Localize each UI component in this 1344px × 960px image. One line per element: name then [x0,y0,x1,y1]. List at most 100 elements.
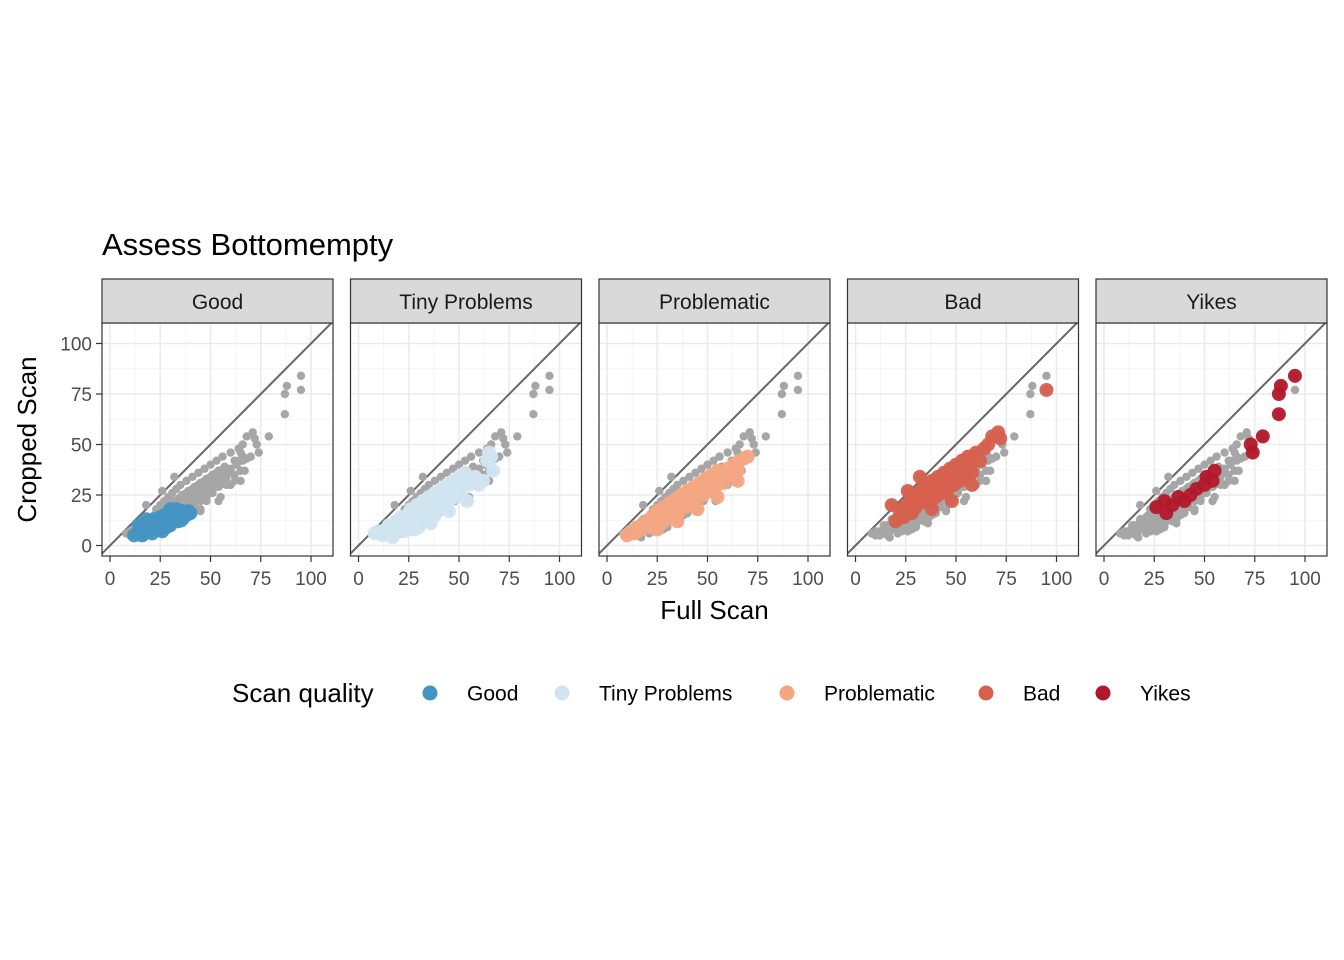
background-point [141,500,151,510]
x-tick-label: 50 [448,569,469,590]
background-point [230,456,239,465]
background-point [1224,476,1233,486]
background-point [1042,371,1051,381]
data-point [484,449,499,464]
facet-strip [101,278,334,324]
data-point [385,530,400,545]
background-point [1182,472,1191,482]
data-point [441,504,456,519]
legend-item-good: Good [422,683,518,706]
background-point [222,480,231,490]
legend-label: Problematic [824,683,935,706]
x-tick-label: 0 [105,569,116,590]
background-point [885,533,894,542]
background-point [531,381,540,391]
background-point [513,432,522,441]
background-point [1230,476,1239,486]
identity-line [1096,323,1327,555]
legend-item-tiny-problems: Tiny Problems [554,683,732,706]
facet-strip-label: Bad [944,291,981,314]
legend-swatch [554,685,570,701]
background-point [216,466,225,475]
data-point [1273,378,1288,393]
background-point [206,480,215,490]
facet-panel-tiny-problems: Tiny Problems 0 25 50 75 100 [349,278,583,590]
x-tick-label: 25 [895,569,916,590]
data-point [730,473,745,488]
background-point [503,448,512,457]
legend-title: Scan quality [232,678,374,708]
panel-contents [102,323,333,556]
background-point [1170,517,1179,526]
background-point [194,468,203,477]
background-point [390,500,399,510]
background-point [697,464,706,473]
background-point [679,476,688,486]
background-point [280,389,290,399]
data-point [740,449,755,464]
background-point [703,460,712,469]
background-point [264,432,273,441]
data-point [993,431,1008,446]
data-point [1271,407,1286,422]
legend-item-problematic: Problematic [779,683,935,706]
legend-swatch [422,685,438,701]
background-point [182,476,191,486]
facet-strip-label: Tiny Problems [399,291,532,314]
legend-label: Yikes [1140,683,1191,706]
facet-strip [349,278,583,324]
data-point [965,477,980,492]
panel-background [847,323,1079,556]
background-point [296,371,306,381]
background-point [1010,432,1019,441]
background-point [1232,440,1241,449]
chart-title: Assess Bottomempty [102,227,394,262]
background-point [1164,472,1173,482]
background-point [158,486,167,496]
facet-strip [846,278,1080,324]
panel-background [350,323,582,556]
background-point [715,452,724,461]
background-point [723,448,732,457]
background-point [545,371,554,381]
background-point [418,472,428,482]
legend-swatch [978,685,994,701]
background-point [691,468,700,477]
x-tick-label: 75 [747,569,768,590]
x-tick-label: 50 [200,569,221,590]
x-tick-label: 100 [544,569,576,590]
background-point [1212,452,1221,461]
background-point [1140,517,1149,526]
data-point [965,465,980,480]
data-point [147,516,162,531]
background-point [1152,486,1161,496]
background-point [202,496,211,506]
x-axis-title: Full Scan [660,595,768,625]
background-point [739,432,748,441]
background-point [921,517,931,526]
background-point [981,466,991,475]
facet-panel-yikes: Yikes 0 25 50 75 100 [1095,278,1328,590]
data-point [460,494,475,509]
data-point [486,463,501,478]
data-point [1255,429,1270,444]
background-point [761,432,770,441]
data-point [973,453,988,468]
x-tick-label: 50 [945,569,966,590]
background-point [1236,432,1245,441]
background-point [212,456,221,465]
y-tick-label: 50 [71,436,92,457]
panel-contents [1096,323,1327,556]
background-point [436,472,446,482]
x-tick-label: 25 [398,569,419,590]
x-tick-label: 100 [1289,569,1321,590]
background-point [1196,496,1205,506]
data-point [1287,368,1302,383]
legend-label: Tiny Problems [599,683,732,706]
background-point [230,470,239,479]
data-point [924,502,939,517]
background-point [667,472,676,482]
background-point [208,472,217,482]
background-point [226,448,235,457]
data-point [135,528,150,543]
